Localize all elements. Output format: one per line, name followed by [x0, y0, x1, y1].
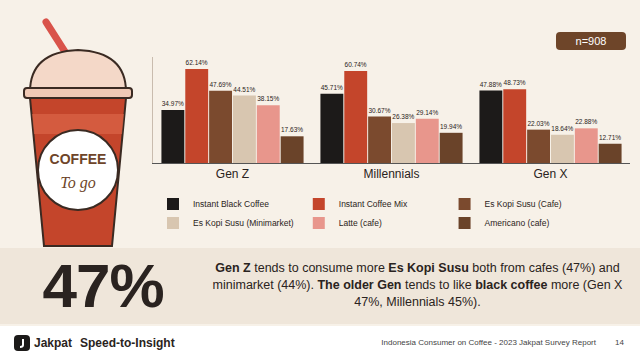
svg-text:12.71%: 12.71%: [599, 134, 621, 141]
html-text:n=908: n=908: [575, 35, 607, 47]
svg-text:Gen X: Gen X: [533, 167, 567, 181]
html-text:47%: 47%: [42, 251, 164, 320]
svg-text:22.88%: 22.88%: [575, 118, 597, 125]
svg-text:22.03%: 22.03%: [527, 120, 549, 127]
svg-text:30.67%: 30.67%: [368, 107, 390, 114]
svg-text:Latte (cafe): Latte (cafe): [339, 218, 382, 228]
svg-text:Es Kopi Susu (Minimarket): Es Kopi Susu (Minimarket): [193, 218, 294, 228]
svg-text:38.15%: 38.15%: [257, 95, 279, 102]
svg-text:62.14%: 62.14%: [186, 59, 208, 66]
svg-text:17.63%: 17.63%: [281, 126, 303, 133]
svg-text:Es Kopi Susu (Cafe): Es Kopi Susu (Cafe): [485, 199, 562, 209]
svg-text:Gen Z: Gen Z: [216, 167, 249, 181]
svg-text:29.14%: 29.14%: [416, 109, 438, 116]
svg-text:Instant Coffee Mix: Instant Coffee Mix: [339, 199, 408, 209]
svg-text:26.38%: 26.38%: [392, 113, 414, 120]
html-text:Speed-to-Insight: Speed-to-Insight: [80, 336, 175, 350]
html-text:Gen Z tends to consume more Es: Gen Z tends to consume more Es Kopi Susu…: [212, 261, 623, 309]
svg-text:47.88%: 47.88%: [480, 81, 502, 88]
svg-text:45.71%: 45.71%: [321, 84, 343, 91]
svg-text:18.64%: 18.64%: [551, 125, 573, 132]
svg-text:To go: To go: [60, 174, 95, 192]
svg-text:COFFEE: COFFEE: [50, 151, 107, 167]
svg-text:Millennials: Millennials: [363, 167, 419, 181]
html-text:Jakpat: Jakpat: [34, 336, 72, 350]
svg-text:47.69%: 47.69%: [209, 81, 231, 88]
svg-text:60.74%: 60.74%: [345, 61, 367, 68]
svg-text:34.97%: 34.97%: [162, 100, 184, 107]
svg-text:Americano (cafe): Americano (cafe): [485, 218, 550, 228]
html-text:Indonesia Consumer on Coffee -: Indonesia Consumer on Coffee - 2023 Jakp…: [381, 338, 596, 347]
svg-text:44.51%: 44.51%: [233, 86, 255, 93]
svg-text:48.73%: 48.73%: [504, 79, 526, 86]
svg-text:Instant Black Coffee: Instant Black Coffee: [193, 199, 269, 209]
html-text:14: 14: [615, 338, 624, 347]
svg-text:19.94%: 19.94%: [440, 123, 462, 130]
